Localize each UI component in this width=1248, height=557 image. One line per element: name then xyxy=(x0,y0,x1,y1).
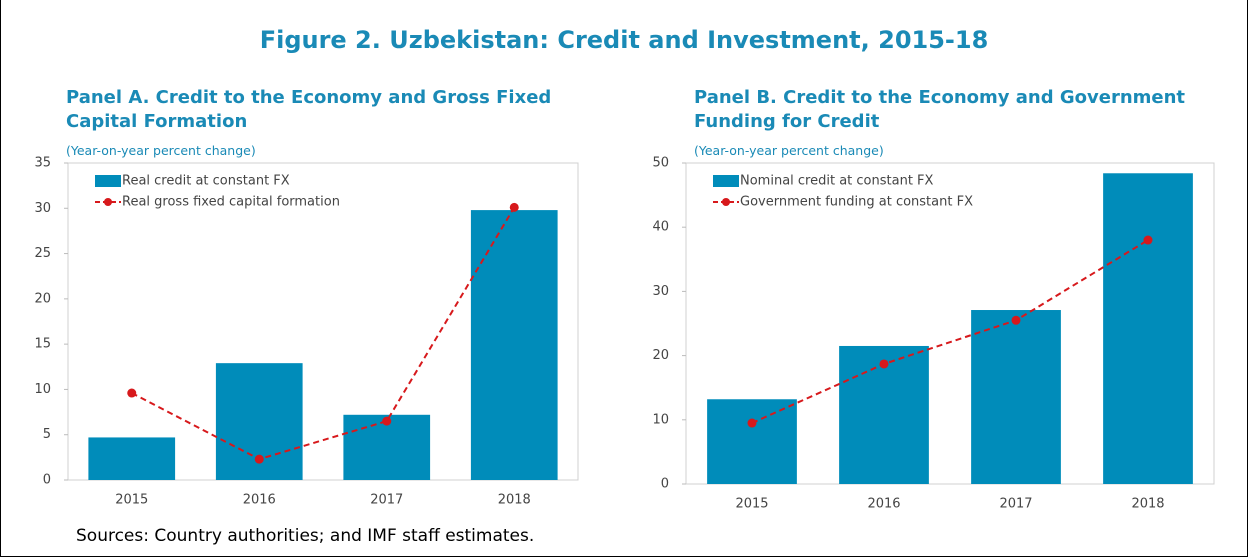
bar xyxy=(470,210,558,480)
y-tick-label: 30 xyxy=(34,201,51,216)
y-tick-label: 10 xyxy=(652,412,669,427)
y-tick-label: 35 xyxy=(34,156,51,171)
panel-title: Panel B. Credit to the Economy and Gover… xyxy=(694,87,1186,132)
point xyxy=(382,416,392,426)
y-tick-label: 30 xyxy=(652,284,669,299)
point xyxy=(254,454,264,464)
point xyxy=(1011,315,1021,325)
point xyxy=(509,202,519,212)
point xyxy=(747,418,757,428)
x-tick-label: 2018 xyxy=(498,493,531,508)
legend-label: Real credit at constant FX xyxy=(122,174,290,189)
bar xyxy=(1103,173,1193,484)
y-tick-label: 50 xyxy=(652,156,669,171)
bar xyxy=(971,310,1061,484)
plot-frame xyxy=(67,162,579,481)
point xyxy=(1143,235,1153,245)
y-tick-label: 0 xyxy=(43,473,51,488)
legend-swatch xyxy=(95,175,121,187)
bar xyxy=(839,345,929,484)
legend-label: Government funding at constant FX xyxy=(740,195,973,210)
x-tick-label: 2015 xyxy=(115,493,148,508)
panel-title: Panel A. Credit to the Economy and Gross… xyxy=(66,87,552,132)
y-tick-label: 40 xyxy=(652,220,669,235)
x-tick-label: 2016 xyxy=(867,497,900,512)
source-note: Sources: Country authorities; and IMF st… xyxy=(76,526,535,546)
y-tick-label: 15 xyxy=(34,337,51,352)
y-tick-label: 20 xyxy=(34,291,51,306)
y-tick-label: 25 xyxy=(34,246,51,261)
figure-title: Figure 2. Uzbekistan: Credit and Investm… xyxy=(259,26,989,54)
panel-subtitle: (Year-on-year percent change) xyxy=(66,143,256,158)
point xyxy=(879,359,889,369)
x-tick-label: 2017 xyxy=(370,493,403,508)
legend-swatch xyxy=(713,175,739,187)
y-tick-label: 0 xyxy=(661,477,669,492)
bar xyxy=(88,437,176,480)
x-tick-label: 2016 xyxy=(243,493,276,508)
bar xyxy=(707,399,797,484)
point xyxy=(127,388,137,398)
y-tick-label: 20 xyxy=(652,348,669,363)
line xyxy=(751,239,1149,424)
legend-point xyxy=(104,198,112,206)
bar xyxy=(343,414,431,480)
panel-subtitle: (Year-on-year percent change) xyxy=(694,143,884,158)
legend-label: Real gross fixed capital formation xyxy=(122,195,340,210)
y-tick-label: 5 xyxy=(43,427,51,442)
x-tick-label: 2015 xyxy=(735,497,768,512)
x-tick-label: 2018 xyxy=(1131,497,1164,512)
legend-label: Nominal credit at constant FX xyxy=(740,174,934,189)
x-tick-label: 2017 xyxy=(999,497,1032,512)
y-tick-label: 10 xyxy=(34,382,51,397)
legend-point xyxy=(722,198,730,206)
line xyxy=(131,206,516,461)
plot-frame xyxy=(685,162,1215,485)
